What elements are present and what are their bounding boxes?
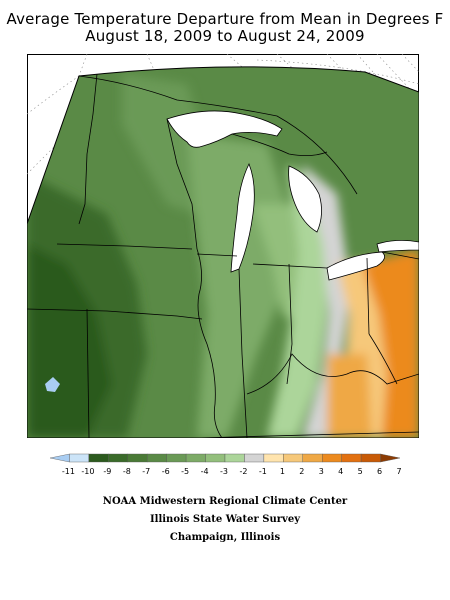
legend-label: -5 xyxy=(181,467,189,476)
great-lakes xyxy=(166,110,419,281)
legend-label: 7 xyxy=(396,467,401,476)
map-date-range: August 18, 2009 to August 24, 2009 xyxy=(85,27,365,45)
legend-label: -9 xyxy=(103,467,111,476)
legend-label: 3 xyxy=(319,467,324,476)
legend-label: -7 xyxy=(142,467,150,476)
legend-swatch xyxy=(283,453,303,463)
temperature-field xyxy=(27,66,419,438)
legend-label: 4 xyxy=(338,467,343,476)
lake-huron xyxy=(288,165,322,233)
state-boundaries xyxy=(27,73,419,438)
legend-swatch xyxy=(205,453,226,463)
legend-swatch xyxy=(108,453,128,463)
lake-ontario xyxy=(376,240,419,253)
legend-label: 1 xyxy=(280,467,285,476)
credit-survey: Illinois State Water Survey xyxy=(149,514,301,525)
legend-swatch xyxy=(147,453,167,463)
legend-label: -10 xyxy=(81,467,94,476)
legend-label: -4 xyxy=(201,467,209,476)
legend-label: 5 xyxy=(358,467,363,476)
legend-swatch xyxy=(380,453,401,463)
legend-swatch xyxy=(224,453,245,463)
legend-swatch xyxy=(244,453,265,463)
legend-swatch xyxy=(127,453,148,463)
legend-label: -11 xyxy=(62,467,75,476)
legend-swatches xyxy=(49,453,401,463)
lake-michigan xyxy=(230,163,255,273)
legend-swatch xyxy=(341,453,362,463)
legend-label: 6 xyxy=(377,467,382,476)
temperature-departure-map xyxy=(27,54,419,438)
credit-location: Champaign, Illinois xyxy=(169,532,281,543)
lake-erie xyxy=(326,251,385,281)
legend-swatch xyxy=(263,453,284,463)
legend-swatch xyxy=(49,453,70,463)
credit-organization: NOAA Midwestern Regional Climate Center xyxy=(102,496,348,507)
legend-swatch xyxy=(166,453,187,463)
legend-swatch xyxy=(322,453,342,463)
legend-swatch xyxy=(69,453,90,463)
legend-label: -6 xyxy=(162,467,170,476)
temperature-legend: -11 -10 -9 -8 -7 -6 -5 -4 -3 -2 -1 1 2 3 4 5 6 7 xyxy=(49,453,402,476)
map-title: Average Temperature Departure from Mean … xyxy=(6,10,444,28)
cold-spot-marker xyxy=(45,377,60,392)
legend-swatch xyxy=(88,453,109,463)
legend-swatch xyxy=(302,453,323,463)
legend-swatch xyxy=(360,453,381,463)
legend-label: -8 xyxy=(123,467,131,476)
legend-label: -3 xyxy=(220,467,228,476)
legend-labels: -11 -10 -9 -8 -7 -6 -5 -4 -3 -2 -1 1 2 3 4 5 6 7 xyxy=(62,467,402,476)
region-outline xyxy=(27,66,419,438)
legend-label: -1 xyxy=(259,467,267,476)
legend-swatch xyxy=(185,453,206,463)
legend-label: -2 xyxy=(239,467,247,476)
legend-label: 2 xyxy=(299,467,304,476)
